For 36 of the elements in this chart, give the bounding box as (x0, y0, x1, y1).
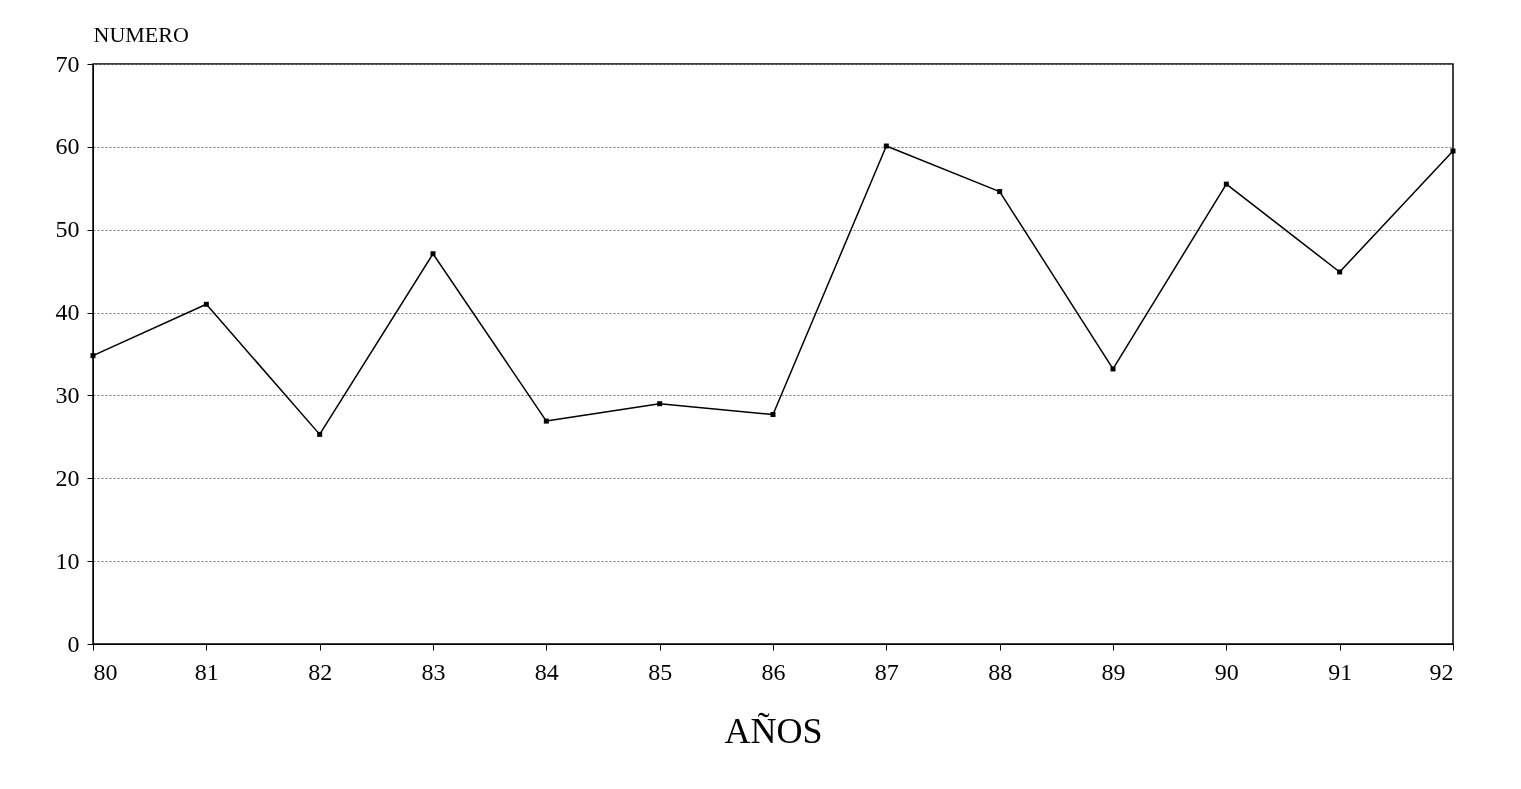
x-tick-label: 82 (308, 658, 333, 685)
point (203, 301, 209, 307)
x-tick-label: 85 (648, 658, 673, 685)
x-tick-label: 81 (194, 658, 219, 685)
x-tick-label: 88 (988, 658, 1013, 685)
y-tick-label: 50 (55, 216, 80, 243)
point (543, 418, 549, 424)
point (997, 189, 1003, 195)
point (1450, 148, 1456, 154)
point (1337, 269, 1343, 275)
point (657, 401, 663, 407)
x-tick-label: 92 (1429, 658, 1454, 685)
x-tick-label: 87 (874, 658, 899, 685)
y-tick-label: 70 (55, 50, 80, 77)
point (1223, 181, 1229, 187)
point (317, 431, 323, 437)
y-axis-title: NUMERO (93, 21, 189, 47)
point (1110, 366, 1116, 372)
y-tick-label: 10 (55, 547, 80, 574)
x-tick-label: 91 (1328, 658, 1353, 685)
x-tick-label: 89 (1101, 658, 1126, 685)
point (770, 411, 776, 417)
y-tick-label: 20 (55, 464, 80, 491)
x-tick-label: 86 (761, 658, 786, 685)
y-tick-label: 60 (55, 133, 80, 160)
y-tick-label: 0 (67, 630, 80, 657)
x-tick-label: 84 (534, 658, 559, 685)
y-tick-label: 30 (55, 381, 80, 408)
x-tick-label: 83 (421, 658, 446, 685)
x-axis-title: AÑOS (724, 710, 823, 751)
x-tick-label: 80 (93, 658, 118, 685)
point (430, 251, 436, 257)
x-tick-label: 90 (1214, 658, 1239, 685)
y-tick-label: 40 (55, 299, 80, 326)
point (883, 143, 889, 149)
point (90, 353, 96, 359)
